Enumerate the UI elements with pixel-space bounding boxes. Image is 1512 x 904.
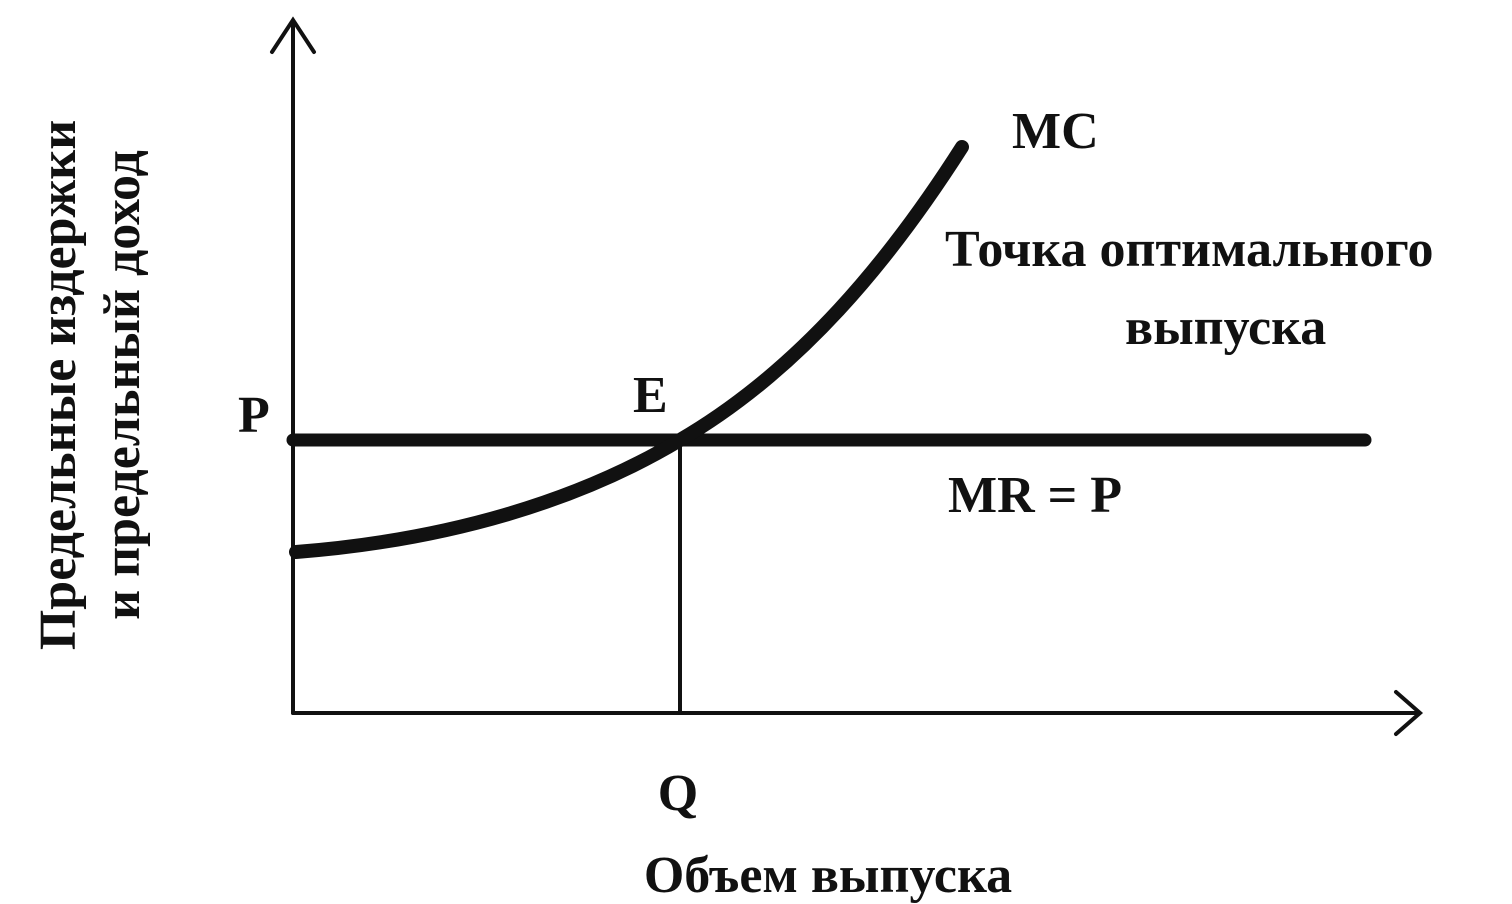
annotation: выпуска xyxy=(1125,299,1326,356)
mc-curve xyxy=(289,140,969,559)
x-axis-arrow xyxy=(1394,690,1424,736)
mc-label: MC xyxy=(1012,103,1099,160)
mr-label: MR = P xyxy=(948,467,1122,524)
x-axis-label: Объем выпуска xyxy=(644,847,1012,904)
annotation: Точка оптимального xyxy=(945,221,1433,278)
axes xyxy=(270,16,1424,736)
y-label-line: Предельные издержки xyxy=(30,120,87,650)
y-label-line: и предельный доход xyxy=(94,150,151,620)
y-axis-label: Предельные издержки и предельный доход xyxy=(30,120,151,650)
q-label: Q xyxy=(658,765,698,822)
y-axis-arrow xyxy=(270,16,316,54)
e-label: E xyxy=(633,367,668,424)
p-label: P xyxy=(238,387,270,444)
